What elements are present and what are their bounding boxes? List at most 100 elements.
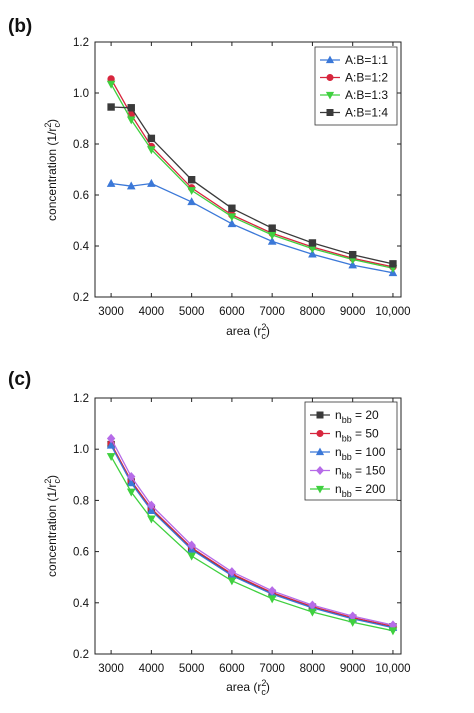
x-axis-title-c: area (r2 c): [226, 678, 270, 697]
data-point: [227, 577, 237, 586]
tick-group-b: 3000 4000 5000 6000 7000 8000 9000 10,000 0.2 0.4…: [73, 37, 411, 318]
y-axis-title-b: concentration (1/r2c): [43, 119, 62, 221]
data-point: [106, 80, 116, 89]
data-point: [126, 116, 136, 125]
x-tick-label: 7000: [259, 306, 285, 318]
x-tick-label: 6000: [219, 663, 245, 675]
legend-label-rest: = 50: [352, 427, 379, 441]
y-axis-title-end: ): [45, 475, 59, 479]
data-point: [106, 440, 116, 449]
legend-marker: [315, 485, 325, 494]
data-point: [147, 178, 156, 187]
x-axis-title-end: ): [266, 324, 270, 338]
data-point: [227, 213, 237, 222]
x-tick-label: 6000: [219, 306, 245, 318]
data-point: [106, 453, 116, 461]
x-axis-title-sup: 2: [261, 678, 266, 688]
panel-label-b: (b): [8, 16, 32, 37]
x-axis-title-sup: 2: [261, 322, 266, 332]
data-point: [388, 627, 398, 636]
legend-label-rest: = 20: [352, 408, 379, 422]
data-point: [187, 552, 196, 561]
x-tick-label: 10,000: [375, 663, 410, 675]
data-point: [106, 433, 116, 444]
chart-panel-c: (c) 3000 4000 5000 6000 7000 8000 9000 10,000 0.…: [8, 369, 411, 697]
plot-frame-b: [94, 41, 402, 298]
legend-label: nbb = 20: [335, 408, 379, 425]
data-point: [126, 478, 136, 487]
legend-marker: [315, 466, 325, 475]
data-point: [106, 178, 116, 187]
data-point: [348, 250, 357, 259]
x-tick-label: 3000: [98, 306, 124, 318]
x-tick-label: 9000: [340, 663, 366, 675]
data-point: [268, 224, 276, 232]
y-axis-title-sup: 2: [43, 479, 53, 484]
y-axis-title-sub: c: [52, 123, 62, 128]
legend-label: A:B=1:2: [345, 71, 388, 85]
data-point: [267, 595, 277, 604]
plot-frame-c: [94, 397, 402, 655]
y-tick-label: 1.2: [73, 37, 89, 49]
data-point: [126, 181, 136, 190]
legend-marker: [325, 91, 335, 100]
x-tick-label: 5000: [179, 306, 205, 318]
legend-label: A:B=1:4: [345, 106, 388, 120]
y-tick-label: 0.2: [73, 649, 89, 661]
legend-label-sub: bb: [342, 415, 352, 425]
legend-label-sub: bb: [342, 489, 352, 499]
legend-label-main: n: [335, 464, 342, 478]
x-tick-label: 3000: [98, 663, 124, 675]
legend-label: A:B=1:3: [345, 88, 388, 102]
legend-marker: [316, 411, 324, 419]
data-point: [126, 488, 136, 497]
legend-b: A:B=1:1 A:B=1:2 A:B=1:3 A:B=1:4: [314, 46, 398, 126]
data-point: [187, 176, 196, 184]
data-point: [187, 197, 196, 206]
legend-marker: [326, 109, 334, 117]
data-point: [187, 187, 196, 196]
x-tick-label: 9000: [340, 306, 366, 318]
y-tick-label: 1.0: [73, 444, 89, 456]
legend-label-sub: bb: [342, 434, 352, 444]
tick-group-c: 3000 4000 5000 6000 7000 8000 9000 10,000 0.2 0.4…: [73, 393, 411, 675]
legend-label-main: n: [335, 408, 342, 422]
x-axis-title-sub: c: [261, 687, 266, 697]
x-axis-title-end: ): [266, 680, 270, 694]
data-point: [127, 104, 135, 112]
x-tick-label: 10,000: [375, 306, 410, 318]
legend-label-rest: = 150: [352, 464, 386, 478]
legend-label: nbb = 100: [335, 445, 386, 462]
x-axis-title-b: area (r2 c): [226, 322, 270, 341]
legend-marker: [326, 74, 334, 82]
data-point: [308, 249, 317, 258]
legend-label-main: n: [335, 482, 342, 496]
x-tick-label: 4000: [139, 306, 165, 318]
y-axis-title-sup: 2: [43, 123, 53, 128]
data-point: [127, 471, 136, 482]
legend-label-sub: bb: [342, 452, 352, 462]
y-tick-label: 1.2: [73, 393, 89, 405]
legend-marker: [325, 55, 335, 64]
chart-panel-b: (b) 3000 4000 5000 6000 7000 8000 9000 10,000 0.…: [8, 16, 411, 341]
data-point: [308, 239, 317, 247]
x-tick-label: 8000: [300, 663, 326, 675]
y-axis-title-text: concentration (1/r: [45, 128, 59, 221]
data-point: [267, 586, 277, 596]
legend-label-sub: bb: [342, 471, 352, 481]
data-point: [147, 146, 156, 155]
data-point: [267, 236, 277, 245]
legend-marker: [315, 447, 325, 456]
data-point: [147, 500, 156, 510]
legend-label: nbb = 50: [335, 427, 379, 444]
data-point: [348, 618, 357, 627]
legend-label: nbb = 200: [335, 482, 386, 499]
data-point: [227, 219, 237, 228]
legend-label-main: n: [335, 445, 342, 459]
y-tick-label: 0.8: [73, 495, 89, 507]
y-tick-label: 0.4: [73, 598, 90, 610]
data-point: [187, 540, 196, 550]
legend-label-rest: = 100: [352, 445, 386, 459]
